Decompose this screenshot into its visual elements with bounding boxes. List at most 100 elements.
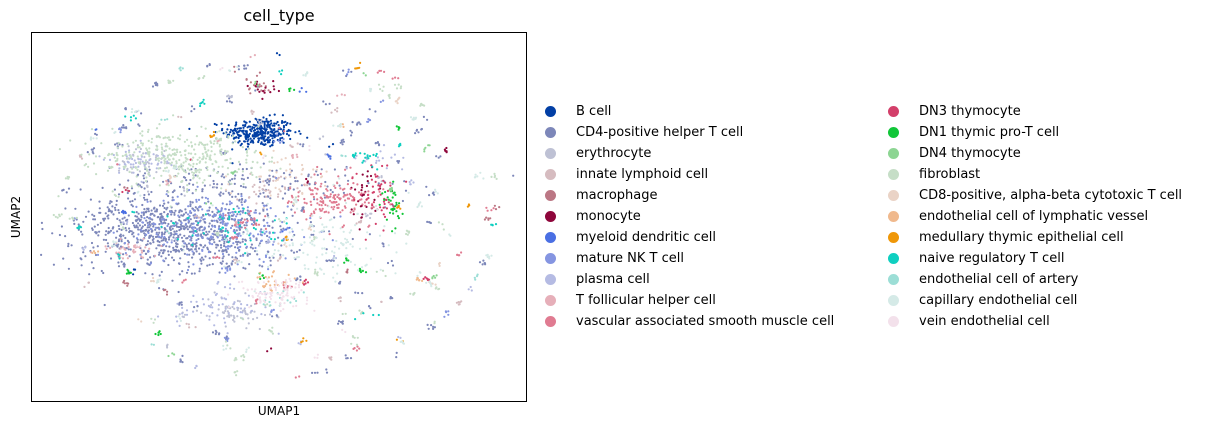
point-vascular-associated-smooth-muscle-cell <box>460 251 463 254</box>
point-mature-nk-t-cell <box>237 234 240 238</box>
point-fibroblast <box>137 161 140 164</box>
point-vascular-associated-smooth-muscle-cell <box>235 236 238 239</box>
point-cd8-positive-alpha-beta-cytotoxic-t-cell <box>224 175 228 178</box>
point-dn3-thymocyte <box>382 200 386 203</box>
point-cd4-positive-helper-t-cell <box>282 172 286 175</box>
point-capillary-endothelial-cell <box>473 176 476 179</box>
point-cd8-positive-alpha-beta-cytotoxic-t-cell <box>278 188 281 191</box>
point-cd4-positive-helper-t-cell <box>158 240 161 244</box>
point-endothelial-cell-of-lymphatic-vessel <box>421 279 424 282</box>
point-vein-endothelial-cell <box>246 288 249 291</box>
point-innate-lymphoid-cell <box>295 176 298 179</box>
point-fibroblast <box>192 176 195 179</box>
point-dn4-thymocyte <box>205 202 208 205</box>
point-cd4-positive-helper-t-cell <box>207 200 210 203</box>
point-mature-nk-t-cell <box>281 221 284 224</box>
point-fibroblast <box>270 330 273 333</box>
point-fibroblast <box>57 195 60 198</box>
point-cd4-positive-helper-t-cell <box>437 156 440 159</box>
point-cd4-positive-helper-t-cell <box>180 247 183 251</box>
point-cd4-positive-helper-t-cell <box>316 173 319 177</box>
point-mature-nk-t-cell <box>195 216 198 219</box>
point-mature-nk-t-cell <box>266 221 269 224</box>
point-cd4-positive-helper-t-cell <box>96 245 99 248</box>
point-cd4-positive-helper-t-cell <box>185 245 188 248</box>
point-erythrocyte <box>247 322 250 325</box>
point-fibroblast <box>141 130 144 133</box>
point-capillary-endothelial-cell <box>134 110 137 114</box>
point-cd4-positive-helper-t-cell <box>123 265 126 268</box>
point-vascular-associated-smooth-muscle-cell <box>378 190 381 193</box>
point-dn4-thymocyte <box>253 82 257 85</box>
point-cd4-positive-helper-t-cell <box>210 228 213 231</box>
point-cd4-positive-helper-t-cell <box>177 236 180 239</box>
legend-item-mature-nk-t-cell: mature NK T cell <box>545 248 834 269</box>
point-cd4-positive-helper-t-cell <box>231 178 234 181</box>
point-cd4-positive-helper-t-cell <box>322 100 325 103</box>
point-fibroblast <box>250 171 253 174</box>
point-plasma-cell <box>397 335 400 339</box>
point-b-cell <box>251 126 254 129</box>
point-vein-endothelial-cell <box>266 277 269 280</box>
point-fibroblast <box>203 75 206 78</box>
point-cd4-positive-helper-t-cell <box>355 123 359 126</box>
point-capillary-endothelial-cell <box>322 238 325 241</box>
legend-item-dn1-thymic-pro-t-cell: DN1 thymic pro-T cell <box>888 122 1182 143</box>
point-vascular-associated-smooth-muscle-cell <box>330 206 333 209</box>
point-capillary-endothelial-cell <box>331 250 334 253</box>
point-t-follicular-helper-cell <box>165 179 168 182</box>
point-fibroblast <box>161 148 164 151</box>
point-fibroblast <box>144 166 147 169</box>
point-b-cell <box>253 124 256 127</box>
point-mature-nk-t-cell <box>216 208 219 211</box>
point-fibroblast <box>256 161 259 164</box>
point-vascular-associated-smooth-muscle-cell <box>278 127 281 130</box>
point-mature-nk-t-cell <box>187 205 190 208</box>
point-capillary-endothelial-cell <box>315 256 318 259</box>
point-fibroblast <box>197 143 200 146</box>
point-plasma-cell <box>139 158 142 161</box>
point-cd4-positive-helper-t-cell <box>236 243 239 246</box>
point-cd4-positive-helper-t-cell <box>268 174 271 177</box>
point-plasma-cell <box>213 324 216 327</box>
point-innate-lymphoid-cell <box>272 179 275 182</box>
point-cd4-positive-helper-t-cell <box>337 322 340 325</box>
point-macrophage <box>245 78 248 81</box>
point-fibroblast <box>88 153 91 156</box>
point-cd4-positive-helper-t-cell <box>145 228 148 231</box>
point-cd4-positive-helper-t-cell <box>140 112 143 115</box>
point-capillary-endothelial-cell <box>383 225 386 228</box>
point-monocyte <box>269 91 272 94</box>
point-erythrocyte <box>369 216 372 220</box>
point-vascular-associated-smooth-muscle-cell <box>320 204 323 207</box>
point-mature-nk-t-cell <box>229 267 232 270</box>
point-cd4-positive-helper-t-cell <box>161 231 164 234</box>
point-cd4-positive-helper-t-cell <box>420 127 423 131</box>
point-vein-endothelial-cell <box>297 283 300 287</box>
point-cd4-positive-helper-t-cell <box>230 214 233 217</box>
point-dn3-thymocyte <box>355 172 358 175</box>
point-fibroblast <box>259 166 262 169</box>
point-cd4-positive-helper-t-cell <box>118 234 121 237</box>
point-cd4-positive-helper-t-cell <box>191 201 194 204</box>
point-cd4-positive-helper-t-cell <box>157 215 160 219</box>
point-cd4-positive-helper-t-cell <box>179 358 182 361</box>
point-plasma-cell <box>247 294 250 297</box>
point-cd4-positive-helper-t-cell <box>389 297 392 300</box>
point-mature-nk-t-cell <box>236 263 239 266</box>
point-cd4-positive-helper-t-cell <box>225 262 228 265</box>
point-cd4-positive-helper-t-cell <box>222 236 225 239</box>
point-b-cell <box>215 123 218 126</box>
point-capillary-endothelial-cell <box>181 244 184 247</box>
legend-item-cd8-positive-alpha-beta-cytotoxic-t-cell: CD8-positive, alpha-beta cytotoxic T cel… <box>888 185 1182 206</box>
point-cd4-positive-helper-t-cell <box>239 184 243 188</box>
point-cd4-positive-helper-t-cell <box>162 251 165 254</box>
point-fibroblast <box>220 187 223 190</box>
point-b-cell <box>276 120 279 124</box>
point-cd4-positive-helper-t-cell <box>201 190 204 193</box>
point-macrophage <box>260 89 263 92</box>
point-fibroblast <box>141 144 144 147</box>
point-erythrocyte <box>247 317 250 320</box>
point-vascular-associated-smooth-muscle-cell <box>224 214 227 217</box>
point-cd4-positive-helper-t-cell <box>208 257 211 260</box>
